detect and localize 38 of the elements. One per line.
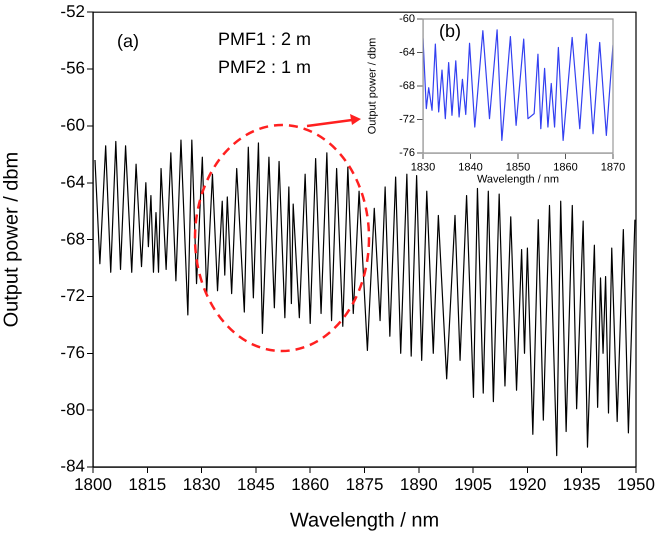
x-tick-label: 1860 [553,162,578,174]
x-tick-label: 1845 [236,474,275,494]
y-tick-label: -56 [60,58,85,78]
annotation: PMF1 : 2 m [218,28,312,49]
x-tick-label: 1890 [400,474,438,494]
y-tick-label: -64 [60,172,85,192]
y-tick-label: -68 [399,80,415,92]
y-tick-label: -76 [399,147,415,160]
y-tick-label: -72 [60,286,85,306]
x-tick-label: 1875 [346,474,384,494]
y-tick-label: -64 [399,46,415,59]
x-tick-label: 1860 [291,474,330,494]
x-tick-label: 1830 [410,162,436,174]
x-tick-label: 1830 [182,474,221,494]
y-tick-label: -72 [399,114,415,126]
annotation: (b) [439,20,461,41]
y-axis-title: Output power / dbm [366,38,379,134]
y-tick-label: -52 [60,2,85,21]
x-tick-label: 1850 [506,162,530,174]
x-tick-label: 1935 [562,474,601,494]
annotation: (a) [117,30,139,51]
x-tick-label: 1950 [617,474,655,494]
x-axis-title: Wavelength / nm [476,173,560,186]
x-tick-label: 1920 [508,474,546,494]
y-tick-label: -80 [60,400,85,419]
y-tick-label: -60 [399,13,415,26]
y-axis-title: Output power / dbm [0,152,23,328]
x-tick-label: 1905 [454,474,492,494]
y-tick-label: -60 [60,116,85,135]
y-tick-label: -76 [60,342,85,362]
y-tick-label: -68 [60,229,85,248]
x-tick-label: 1800 [74,474,112,494]
y-tick-label: -84 [60,456,85,476]
x-tick-label: 1870 [600,162,626,174]
annotation: PMF2 : 1 m [218,56,312,77]
x-tick-label: 1840 [458,162,483,174]
x-tick-label: 1815 [128,474,166,494]
x-axis-title: Wavelength / nm [290,510,440,532]
